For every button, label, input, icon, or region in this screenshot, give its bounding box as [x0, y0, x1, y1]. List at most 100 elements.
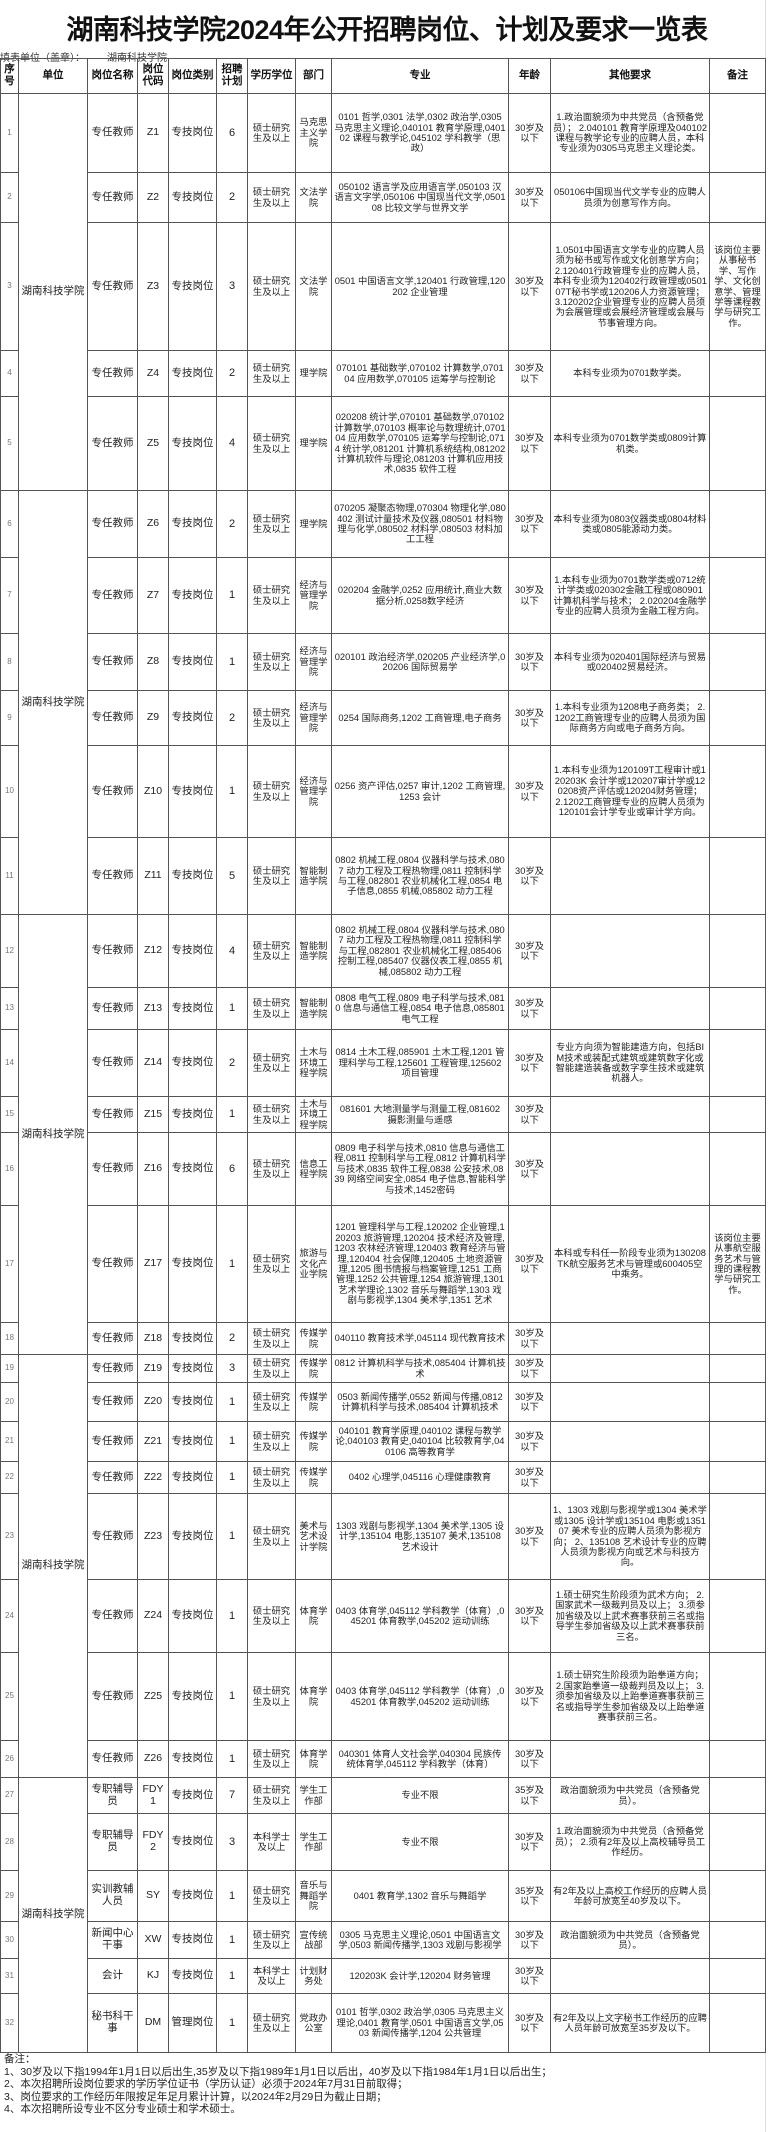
cell-age: 30岁及以下	[508, 987, 551, 1030]
cell-major: 专业不限	[331, 1813, 509, 1871]
cell-edu: 本科学士及以上	[247, 1958, 296, 1994]
cell-note	[709, 490, 766, 558]
table-row: 29 实训教辅人员 SY 专技岗位 1 硕士研究生及以上 音乐与舞蹈学院 0401 教育学,1…	[0, 1870, 766, 1922]
cell-no: 5	[0, 396, 19, 491]
table-row: 17 专任教师 Z17 专技岗位 1 硕士研究生及以上 旅游与文化产业学院 1201 管理科学…	[0, 1205, 766, 1323]
cell-age: 30岁及以下	[508, 1029, 551, 1097]
cell-post: 会计	[87, 1958, 138, 1994]
cell-major: 040110 教育技术学,045114 现代教育技术	[331, 1322, 509, 1355]
cell-post: 专任教师	[87, 633, 138, 691]
cell-age: 30岁及以下	[508, 1579, 551, 1653]
cell-unit: 湖南科技学院	[18, 1777, 88, 2053]
cell-dept: 信息工程学院	[295, 1132, 332, 1206]
table-row: 23 专任教师 Z23 专技岗位 1 硕士研究生及以上 美术与艺术设计学院 1303 戏剧与影…	[0, 1493, 766, 1580]
cell-code: FDY2	[137, 1813, 169, 1871]
table-row: 20 专任教师 Z20 专技岗位 1 硕士研究生及以上 传媒学院 0503 新闻传播学,055…	[0, 1382, 766, 1422]
header-type: 岗位类别	[168, 58, 217, 94]
cell-note	[709, 396, 766, 491]
cell-major: 0814 土木工程,085901 土木工程,1201 管理科学与工程,12560…	[331, 1029, 509, 1097]
cell-plan: 1	[216, 987, 248, 1030]
cell-post: 专任教师	[87, 1382, 138, 1422]
cell-edu: 硕士研究生及以上	[247, 172, 296, 223]
cell-no: 30	[0, 1921, 19, 1959]
cell-type: 专技岗位	[168, 914, 217, 988]
cell-no: 17	[0, 1205, 19, 1323]
cell-dept: 学生工作部	[295, 1813, 332, 1871]
cell-no: 1	[0, 93, 19, 173]
cell-post: 专任教师	[87, 222, 138, 351]
cell-type: 专技岗位	[168, 745, 217, 838]
cell-type: 专技岗位	[168, 1870, 217, 1922]
table-row: 22 专任教师 Z22 专技岗位 1 硕士研究生及以上 传媒学院 0402 心理学,04511…	[0, 1461, 766, 1494]
cell-age: 30岁及以下	[508, 1132, 551, 1206]
cell-code: KJ	[137, 1958, 169, 1994]
cell-major: 0808 电气工程,0809 电子科学与技术,0810 信息与通信工程,0854…	[331, 987, 509, 1030]
cell-age: 30岁及以下	[508, 1354, 551, 1383]
cell-type: 专技岗位	[168, 1958, 217, 1994]
cell-edu: 硕士研究生及以上	[247, 745, 296, 838]
cell-code: Z4	[137, 350, 169, 397]
cell-plan: 1	[216, 1958, 248, 1994]
cell-no: 7	[0, 557, 19, 634]
cell-code: Z12	[137, 914, 169, 988]
cell-dept: 经济与管理学院	[295, 557, 332, 634]
cell-no: 2	[0, 172, 19, 223]
cell-other: 本科专业须为0701数学类或0809计算机类。	[550, 396, 710, 491]
cell-plan: 5	[216, 837, 248, 915]
cell-age: 35岁及以下	[508, 1777, 551, 1814]
cell-age: 30岁及以下	[508, 1096, 551, 1133]
cell-other: 本科专业须为0701数学类。	[550, 350, 710, 397]
cell-plan: 1	[216, 1993, 248, 2053]
cell-post: 专任教师	[87, 490, 138, 558]
cell-dept: 理学院	[295, 490, 332, 558]
table-row: 24 专任教师 Z24 专技岗位 1 硕士研究生及以上 体育学院 0403 体育学,04511…	[0, 1579, 766, 1653]
cell-age: 30岁及以下	[508, 1652, 551, 1741]
cell-major: 0401 教育学,1302 音乐与舞蹈学	[331, 1870, 509, 1922]
cell-note	[709, 1958, 766, 1994]
cell-other: 050106中国现当代文学专业的应聘人员须为创意写作方向。	[550, 172, 710, 223]
cell-edu: 硕士研究生及以上	[247, 222, 296, 351]
note-item: 3、岗位要求的工作经历年限按足年足月累计计算，以2024年2月29日为截止日期；	[4, 2090, 387, 2103]
cell-no: 21	[0, 1421, 19, 1462]
cell-dept: 理学院	[295, 350, 332, 397]
cell-type: 专技岗位	[168, 172, 217, 223]
header-no: 序号	[0, 58, 19, 94]
cell-plan: 2	[216, 350, 248, 397]
cell-plan: 1	[216, 1493, 248, 1580]
header-post: 岗位名称	[87, 58, 138, 94]
cell-code: Z7	[137, 557, 169, 634]
cell-age: 30岁及以下	[508, 914, 551, 988]
cell-code: Z2	[137, 172, 169, 223]
table-row: 28 专职辅导员 FDY2 专技岗位 3 本科学士及以上 学生工作部 专业不限 30岁及以下 1.…	[0, 1813, 766, 1871]
note-item: 1、30岁及以下指1994年1月1日以后出生,35岁及以下指1989年1月1日以…	[4, 2065, 552, 2078]
cell-other	[550, 1354, 710, 1383]
cell-post: 专任教师	[87, 1096, 138, 1133]
cell-code: Z21	[137, 1421, 169, 1462]
cell-note	[709, 1461, 766, 1494]
cell-other: 1、1303 戏剧与影视学或1304 美术学或1305 设计学或135104 电…	[550, 1493, 710, 1580]
table-row: 21 专任教师 Z21 专技岗位 1 硕士研究生及以上 传媒学院 040101 教育学原理,0…	[0, 1421, 766, 1462]
cell-plan: 4	[216, 914, 248, 988]
cell-code: Z15	[137, 1096, 169, 1133]
cell-type: 专技岗位	[168, 1096, 217, 1133]
table-row: 25 专任教师 Z25 专技岗位 1 硕士研究生及以上 体育学院 0403 体育学,04511…	[0, 1652, 766, 1741]
cell-other: 1.本科专业须为1208电子商务类； 2.1202工商管理专业的应聘人员须为国际…	[550, 690, 710, 746]
cell-code: Z3	[137, 222, 169, 351]
cell-code: FDY1	[137, 1777, 169, 1814]
cell-other: 1.硕士研究生阶段须为武术方向； 2.国家武术一级裁判员及以上； 3.须参加省级…	[550, 1579, 710, 1653]
cell-note	[709, 1132, 766, 1206]
cell-type: 专技岗位	[168, 396, 217, 491]
cell-dept: 理学院	[295, 396, 332, 491]
cell-note	[709, 1354, 766, 1383]
cell-major: 0403 体育学,045112 学科教学（体育）,045201 体育教学,045…	[331, 1652, 509, 1741]
cell-age: 30岁及以下	[508, 1205, 551, 1323]
cell-note	[709, 172, 766, 223]
cell-major: 专业不限	[331, 1777, 509, 1814]
cell-note	[709, 1382, 766, 1422]
cell-no: 16	[0, 1132, 19, 1206]
cell-type: 专技岗位	[168, 1461, 217, 1494]
cell-edu: 硕士研究生及以上	[247, 1205, 296, 1323]
cell-plan: 1	[216, 1205, 248, 1323]
table-row: 18 专任教师 Z18 专技岗位 2 硕士研究生及以上 传媒学院 040110 教育技术学,0…	[0, 1322, 766, 1355]
cell-code: Z25	[137, 1652, 169, 1741]
